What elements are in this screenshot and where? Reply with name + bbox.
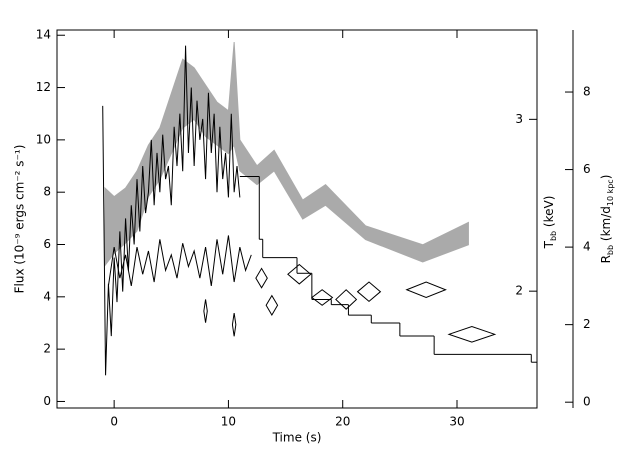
series-line xyxy=(102,45,241,376)
x-tick-label: 10 xyxy=(221,415,236,429)
y-tick-label: 4 xyxy=(43,289,51,303)
radius-diamond xyxy=(255,267,268,289)
y-axis-label: Flux (10⁻⁹ ergs cm⁻² s⁻¹) xyxy=(13,145,27,294)
y3-tick-label: 0 xyxy=(583,395,591,409)
x-tick-label: 20 xyxy=(335,415,350,429)
y-tick-label: 8 xyxy=(43,185,51,199)
x-tick-label: 30 xyxy=(449,415,464,429)
label-part: 10 kpc xyxy=(606,179,615,206)
y-tick-label: 0 xyxy=(43,394,51,408)
label-part: bb xyxy=(549,231,558,241)
series-line xyxy=(107,235,252,286)
radius-diamond xyxy=(311,289,334,306)
y3-tick-label: 4 xyxy=(583,240,591,254)
temperature-axis-label: Tbb (keV) xyxy=(542,196,559,250)
radius-diamond xyxy=(335,289,358,310)
label-part: ) xyxy=(599,175,613,180)
y-tick-label: 12 xyxy=(36,80,51,94)
x-axis-label: Time (s) xyxy=(272,431,322,445)
label-part: T xyxy=(542,240,556,249)
label-part: (keV) xyxy=(542,196,556,231)
y-tick-label: 6 xyxy=(43,237,51,251)
radius-diamond xyxy=(287,263,312,285)
y-tick-label: 10 xyxy=(36,132,51,146)
label-part: R xyxy=(599,255,613,263)
y2-tick-label: 3 xyxy=(515,112,523,126)
radius-diamond xyxy=(203,299,208,323)
radius-diamond xyxy=(405,281,447,299)
radius-diamond xyxy=(265,294,279,316)
y3-tick-label: 8 xyxy=(583,85,591,99)
label-part: bb xyxy=(606,245,615,255)
y3-tick-label: 2 xyxy=(583,317,591,331)
y2-tick-label: 2 xyxy=(515,284,523,298)
y-tick-label: 14 xyxy=(36,28,51,42)
radius-diamond xyxy=(231,312,237,337)
label-part: (km/d xyxy=(599,206,613,245)
radius-diamond xyxy=(356,281,382,303)
plot-area xyxy=(102,41,537,376)
temperature-band xyxy=(104,41,469,267)
radius-axis-label: Rbb (km/d10 kpc) xyxy=(599,175,616,264)
y-tick-label: 2 xyxy=(43,342,51,356)
radius-diamond xyxy=(447,326,497,343)
y3-tick-label: 6 xyxy=(583,162,591,176)
plot-frame xyxy=(56,29,538,409)
x-tick-label: 0 xyxy=(110,415,118,429)
